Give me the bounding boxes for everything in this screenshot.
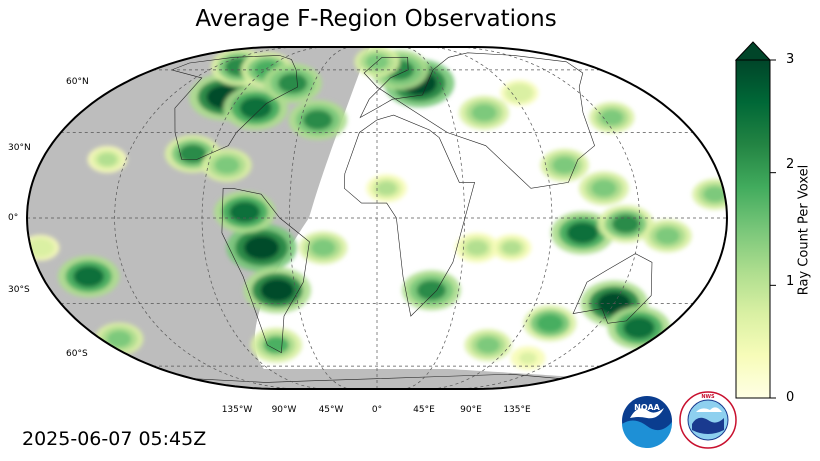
lat-label-60n: 60°N (66, 77, 89, 87)
heat-cell (703, 186, 727, 202)
noaa-logo: NOAA (622, 396, 673, 448)
heat-cell (214, 156, 240, 174)
heat-cell (471, 104, 497, 122)
colorbar (734, 41, 776, 399)
heat-cell (476, 337, 500, 354)
longitude-labels: 135°W 90°W 45°W 0° 45°E 90°E 135°E (222, 405, 531, 415)
heat-cell (277, 73, 308, 94)
timestamp: 2025-06-07 05:45Z (22, 428, 207, 450)
heat-cell (73, 266, 105, 287)
heat-cell (600, 109, 624, 126)
heat-cell (466, 240, 488, 256)
graticule-meridian (425, 47, 553, 389)
lon-label-90w: 90°W (272, 405, 297, 415)
coastline (221, 188, 310, 354)
heat-cell (178, 144, 207, 164)
heat-cell (416, 280, 447, 301)
heat-cell (552, 156, 577, 174)
coastline-layer (170, 52, 653, 383)
colorbar-ticks (770, 59, 776, 399)
colorbar-extend-arrow (734, 41, 772, 61)
coastline (572, 253, 653, 324)
colorbar-scale (735, 59, 771, 399)
latitude-labels: 60°N 30°N 0° 30°S 60°S (8, 77, 89, 359)
svg-text:NWS: NWS (701, 394, 715, 400)
lat-label-30n: 30°N (8, 143, 31, 153)
colorbar-label: Ray Count Per Voxel (796, 164, 812, 296)
lon-label-90e: 90°E (460, 405, 482, 415)
colorbar-tick-1: 1 (786, 274, 795, 289)
heat-cell (591, 179, 617, 197)
heat-cell (509, 86, 529, 100)
lon-label-135w: 135°W (222, 405, 253, 415)
lat-label-0: 0° (8, 213, 18, 223)
heat-cell (655, 227, 680, 245)
heat-cell (30, 241, 50, 255)
heat-cell (239, 97, 272, 120)
colorbar-tick-2: 2 (786, 157, 795, 172)
graticule-meridian (201, 47, 329, 389)
coastline (343, 114, 475, 317)
lon-label-45e: 45°E (413, 405, 435, 415)
globe-outline (25, 46, 729, 390)
colorbar-tick-0: 0 (786, 390, 795, 405)
lat-label-30s: 30°S (8, 285, 30, 295)
heat-cell (519, 352, 537, 365)
coastline (359, 52, 595, 189)
heat-cell (536, 314, 564, 333)
heat-cell (229, 201, 261, 223)
heat-cell (311, 239, 336, 256)
graticule-meridian (450, 47, 640, 389)
coastline (192, 373, 562, 383)
graticule-meridian (401, 47, 465, 389)
coastline (170, 55, 298, 160)
lon-label-135e: 135°E (503, 405, 531, 415)
heat-cell (260, 278, 295, 302)
heat-cell (376, 181, 397, 196)
heat-cell (566, 222, 599, 244)
heat-cell (97, 152, 118, 167)
lon-label-45w: 45°W (319, 405, 344, 415)
lon-label-0: 0° (372, 405, 382, 415)
heat-cell (107, 330, 132, 348)
heat-cell (244, 235, 280, 260)
heat-cell (303, 109, 333, 130)
colorbar-tick-3: 3 (786, 52, 795, 67)
heat-cell (611, 214, 640, 234)
lat-label-60s: 60°S (66, 349, 88, 359)
heat-cell (263, 336, 290, 354)
nws-logo: NWS (679, 391, 737, 449)
heat-cell (501, 241, 522, 255)
graticule-meridian (114, 47, 304, 389)
heat-cell (623, 317, 655, 339)
graticule-meridian (289, 47, 353, 389)
map-title: Average F-Region Observations (195, 6, 557, 32)
svg-text:NOAA: NOAA (634, 403, 660, 412)
